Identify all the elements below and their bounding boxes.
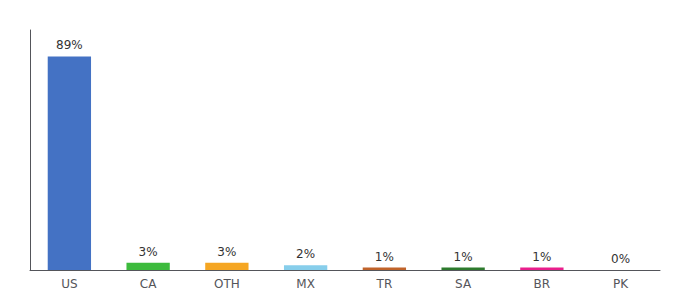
svg-text:3%: 3% — [217, 245, 236, 259]
svg-text:1%: 1% — [532, 250, 551, 264]
svg-text:MX: MX — [296, 277, 315, 291]
svg-text:1%: 1% — [375, 250, 394, 264]
svg-text:TR: TR — [376, 277, 393, 291]
svg-text:SA: SA — [455, 277, 472, 291]
svg-text:0%: 0% — [611, 252, 630, 266]
svg-text:1%: 1% — [454, 250, 473, 264]
svg-text:3%: 3% — [139, 245, 158, 259]
svg-text:PK: PK — [613, 277, 629, 291]
svg-text:US: US — [61, 277, 77, 291]
svg-text:BR: BR — [534, 277, 551, 291]
svg-text:OTH: OTH — [214, 277, 240, 291]
svg-text:2%: 2% — [296, 247, 315, 261]
svg-text:CA: CA — [140, 277, 157, 291]
svg-text:89%: 89% — [56, 38, 83, 52]
